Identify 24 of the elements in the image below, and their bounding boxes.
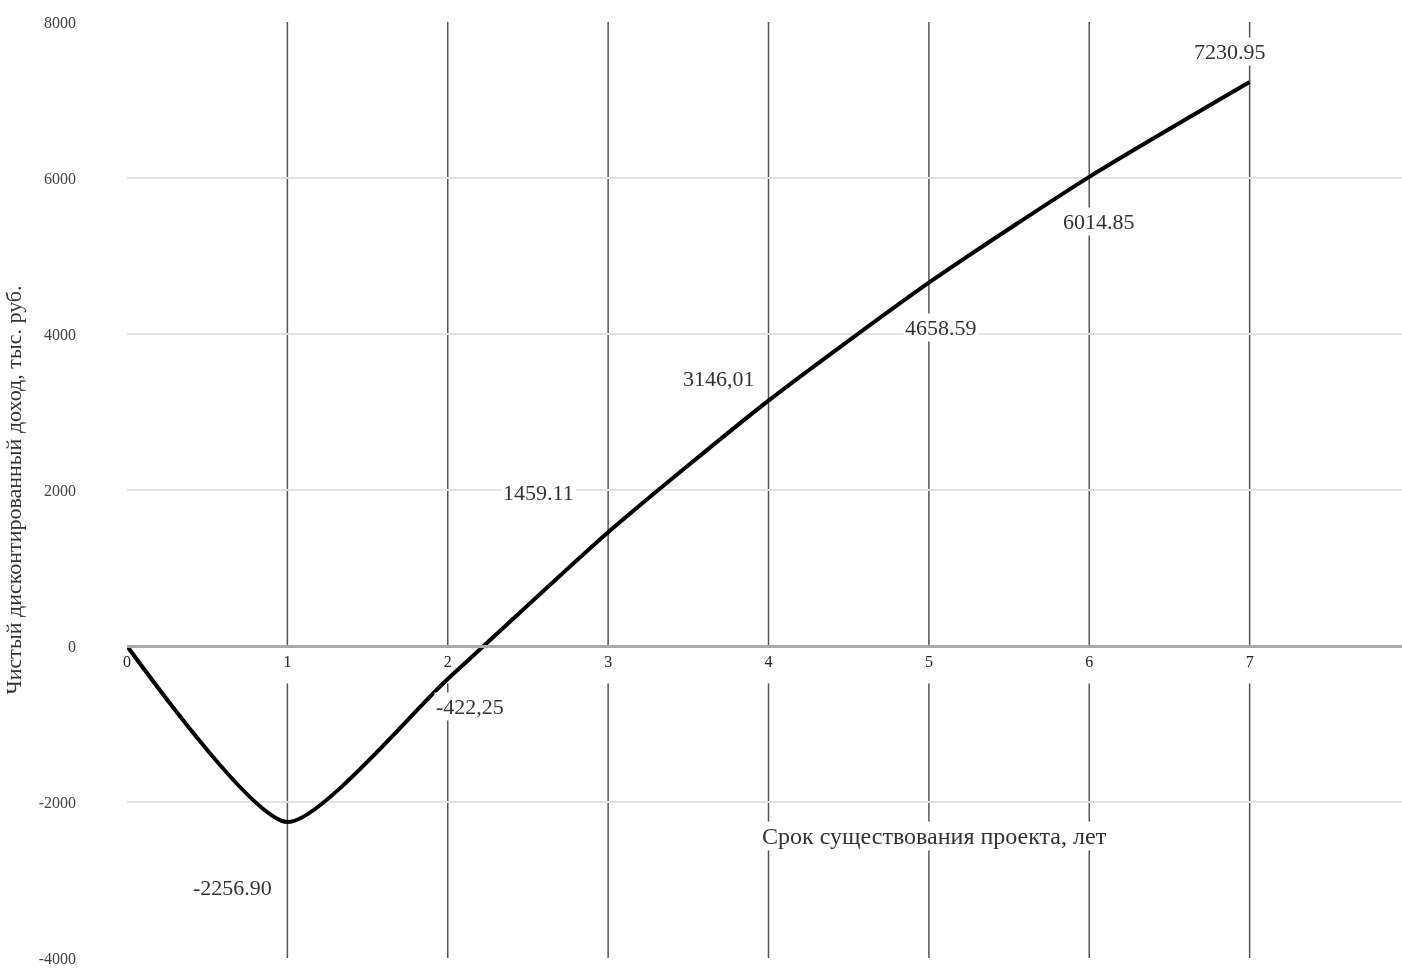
x-tick-label: 0 [123,653,131,671]
y-tick-label: 6000 [44,169,76,187]
x-tick-label: 1 [283,653,292,671]
y-axis-title: Чистый дисконтированный доход, тыс. руб. [1,285,27,695]
x-axis-title: Срок существования проекта, лет [762,823,1107,849]
data-label: 6014.85 [1063,209,1135,234]
data-label: -2256.90 [193,875,272,900]
y-tick-label: 2000 [44,481,76,499]
data-label: 7230.95 [1194,39,1266,64]
data-label: -422,25 [436,694,504,719]
x-tick-label: 2 [443,653,452,671]
x-tick-label: 5 [924,653,933,671]
x-tick-label: 3 [604,653,613,671]
y-tick-label: 0 [68,637,76,655]
x-tick-label: 7 [1245,653,1254,671]
y-tick-label: 8000 [44,13,76,31]
y-tick-label: -4000 [38,949,76,967]
y-tick-label: -2000 [38,793,76,811]
data-label: 1459.11 [503,480,574,505]
data-label: 4658.59 [905,315,977,340]
x-tick-label: 4 [764,653,773,671]
data-label: 3146,01 [683,366,755,391]
x-tick-label: 6 [1085,653,1094,671]
y-tick-label: 4000 [44,325,76,343]
